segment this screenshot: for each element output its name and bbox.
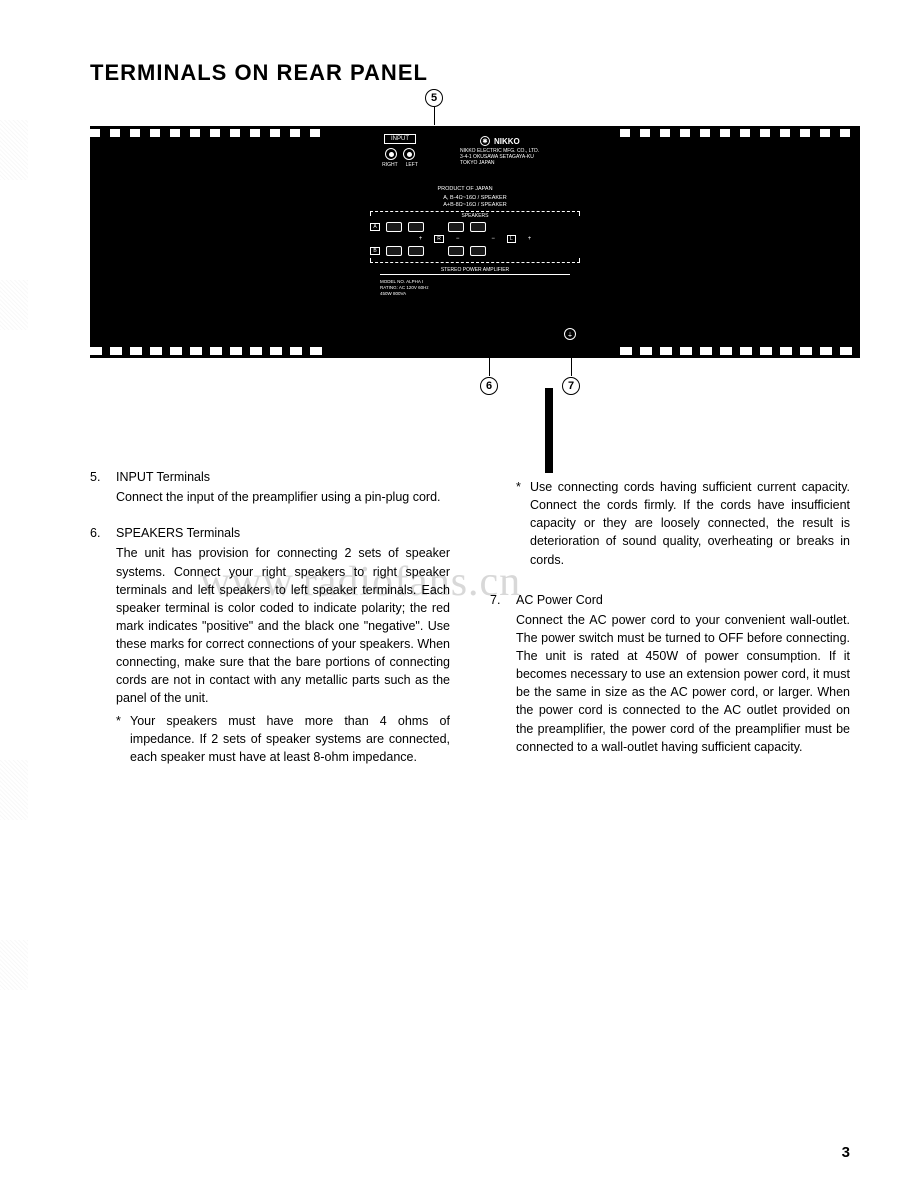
brand-logo-icon: ✱ xyxy=(480,136,490,146)
ground-icon: ⏚ xyxy=(564,328,576,340)
section-6-note2: Use connecting cords having sufficient c… xyxy=(530,478,850,569)
callout-6-number: 6 xyxy=(480,377,498,395)
terminal-a-r-plus xyxy=(386,222,402,232)
input-jack-right xyxy=(385,148,397,160)
section-6-body: The unit has provision for connecting 2 … xyxy=(116,544,450,707)
note-marker-2: * xyxy=(516,478,530,569)
content-columns: 5. INPUT Terminals Connect the input of … xyxy=(90,468,850,784)
callout-5-number: 5 xyxy=(425,89,443,107)
manufacturer-text: NIKKO ELECTRIC MFG. CO., LTD. 3-4-1 OKUS… xyxy=(460,148,539,166)
terminal-a-l-minus xyxy=(448,222,464,232)
terminal-a-l-plus xyxy=(470,222,486,232)
left-column: 5. INPUT Terminals Connect the input of … xyxy=(90,468,450,784)
callout-5: 5 xyxy=(425,88,443,125)
section-7-title: AC Power Cord xyxy=(516,591,850,609)
product-label: PRODUCT OF JAPAN xyxy=(437,186,492,192)
right-label: RIGHT xyxy=(382,162,398,168)
section-5: 5. INPUT Terminals Connect the input of … xyxy=(90,468,450,506)
page-title: TERMINALS ON REAR PANEL xyxy=(90,60,850,86)
section-7: 7. AC Power Cord Connect the AC power co… xyxy=(490,591,850,756)
section-5-number: 5. xyxy=(90,468,116,506)
row-a-label: A xyxy=(370,223,380,231)
section-6-note1: Your speakers must have more than 4 ohms… xyxy=(130,712,450,766)
speakers-label: SPEAKERS xyxy=(370,211,580,219)
brand-name: NIKKO xyxy=(494,137,520,146)
amp-label: STEREO POWER AMPLIFIER xyxy=(380,267,570,275)
speaker-terminals: A + R − − L + B xyxy=(370,222,580,256)
rear-panel-figure: 5 INPUT RIGHT LEFT xyxy=(90,126,860,418)
input-jack-left xyxy=(403,148,415,160)
callout-7-number: 7 xyxy=(562,377,580,395)
terminal-b-l-minus xyxy=(448,246,464,256)
terminal-b-r-minus xyxy=(408,246,424,256)
terminal-b-r-plus xyxy=(386,246,402,256)
spec-line-1: A, B-4Ω~16Ω / SPEAKER xyxy=(350,195,600,202)
callout-7: 7 xyxy=(562,356,580,395)
section-7-body: Connect the AC power cord to your conven… xyxy=(516,611,850,756)
section-5-title: INPUT Terminals xyxy=(116,468,450,486)
right-column: * Use connecting cords having sufficient… xyxy=(490,468,850,784)
section-7-number: 7. xyxy=(490,591,516,756)
note-marker: * xyxy=(116,712,130,766)
page-number: 3 xyxy=(842,1144,850,1161)
center-panel: INPUT RIGHT LEFT ✱ NIKKO NIKKO ELECTRIC … xyxy=(350,126,600,358)
l-label: L xyxy=(507,235,516,243)
brand: ✱ NIKKO xyxy=(480,136,520,146)
section-6: 6. SPEAKERS Terminals The unit has provi… xyxy=(90,524,450,766)
left-label: LEFT xyxy=(406,162,418,168)
input-label: INPUT xyxy=(384,134,416,144)
terminal-a-r-minus xyxy=(408,222,424,232)
model-text: MODEL NO. ALPHA I RATING: AC 120V 60Hz 4… xyxy=(380,279,600,297)
spec-line-2: A+B-8Ω~16Ω / SPEAKER xyxy=(350,202,600,209)
section-5-body: Connect the input of the preamplifier us… xyxy=(116,488,450,506)
r-label: R xyxy=(434,235,444,243)
rear-panel-image: INPUT RIGHT LEFT ✱ NIKKO NIKKO ELECTRIC … xyxy=(90,126,860,358)
callout-6: 6 xyxy=(480,356,498,395)
section-6-number: 6. xyxy=(90,524,116,766)
terminal-b-l-plus xyxy=(470,246,486,256)
section-6-title: SPEAKERS Terminals xyxy=(116,524,450,542)
row-b-label: B xyxy=(370,247,380,255)
